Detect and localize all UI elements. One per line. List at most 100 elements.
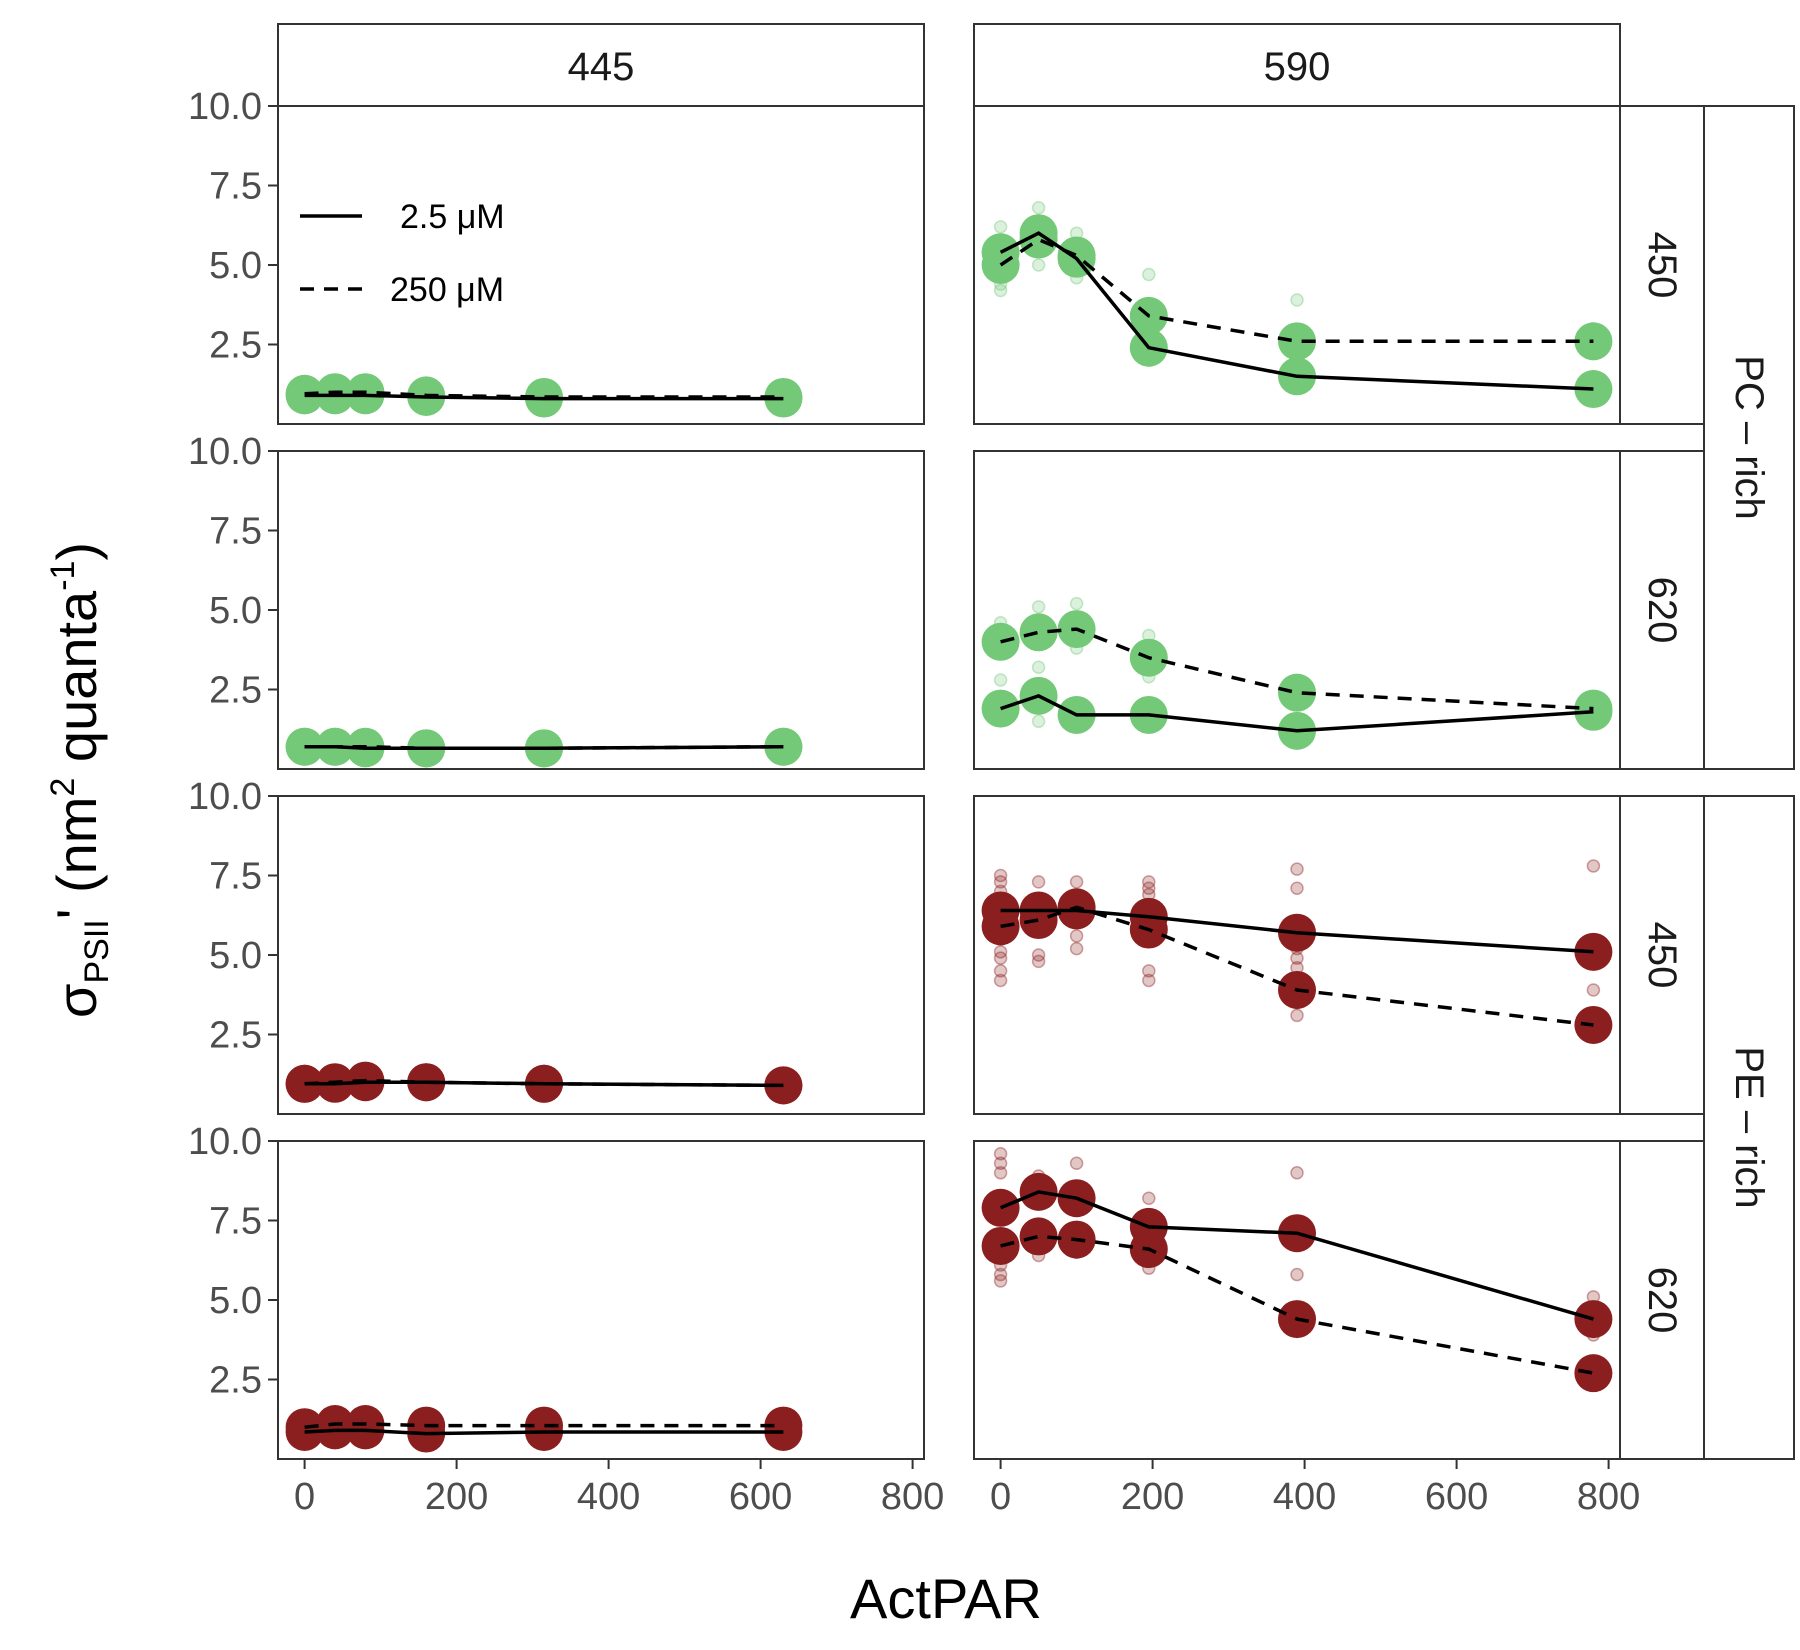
series-line-250 (1000, 1234, 1594, 1375)
series-line-250 (304, 744, 784, 751)
x-axis-title: ActPAR (850, 1567, 1042, 1630)
observation-point (993, 673, 1008, 687)
mean-point (1574, 1354, 1613, 1393)
y-tick-label: 2.5 (209, 325, 262, 367)
observation-point (1069, 596, 1084, 611)
column-strip-box (277, 23, 925, 107)
x-tick-label: 600 (729, 1476, 792, 1518)
y-axis-title-open: (nm (45, 797, 108, 893)
panel-border (277, 795, 925, 1115)
observation-point (1586, 859, 1601, 873)
observation-point (993, 1267, 1008, 1282)
observation-point (993, 973, 1008, 988)
mean-point (1019, 1217, 1058, 1256)
observation-point (1290, 881, 1304, 895)
observation-point (993, 1146, 1008, 1161)
observation-point (1031, 714, 1046, 729)
x-tick-label: 0 (990, 1476, 1011, 1518)
observation-point (1290, 1267, 1304, 1282)
series-line-250 (304, 390, 784, 399)
panel (277, 105, 925, 425)
observation-point (1031, 258, 1046, 272)
observation-point (1031, 660, 1046, 674)
column-strip-box (973, 23, 1621, 107)
row-strip-label: 450 (1640, 232, 1684, 299)
column-strip-label: 445 (568, 45, 635, 89)
observation-point (993, 1166, 1008, 1180)
observation-point (1031, 600, 1046, 614)
mean-point (1019, 220, 1058, 259)
observation-point (1142, 881, 1156, 895)
observation-point (1586, 983, 1601, 997)
observation-point (1142, 973, 1156, 988)
y-axis-title-prime: ' (45, 909, 108, 920)
observation-point (993, 220, 1008, 234)
mean-point (764, 1406, 803, 1445)
observation-point (1031, 954, 1046, 969)
series-line-250 (1000, 627, 1594, 711)
x-tick-label: 400 (577, 1476, 640, 1518)
observation-point (993, 951, 1008, 965)
mean-point (1574, 370, 1613, 409)
observation-point (1069, 875, 1084, 889)
series-line-2-5 (1000, 908, 1594, 954)
y-axis-title-sigma: σ (45, 984, 108, 1019)
y-tick-label: 5.0 (209, 1280, 262, 1322)
panel-border (973, 795, 1621, 1115)
panel (277, 795, 925, 1115)
y-axis-title-sup2: -1 (44, 561, 82, 591)
series-line-2-5 (1000, 694, 1594, 733)
y-tick-label: 10.0 (188, 431, 262, 473)
row-strip-box (1619, 105, 1705, 425)
observation-point (993, 1156, 1008, 1171)
y-axis-title: σPSII' (nm2 quanta-1) (44, 542, 116, 1018)
series-line-2-5 (304, 1428, 784, 1436)
series-line-2-5 (999, 1190, 1594, 1321)
mean-point (525, 1406, 563, 1445)
panel (973, 450, 1621, 770)
mean-point (981, 1226, 1020, 1265)
column-strip-label: 590 (1264, 45, 1331, 89)
y-tick-label: 10.0 (188, 776, 262, 818)
observation-point (1290, 1166, 1304, 1180)
observation-point (993, 868, 1008, 883)
y-tick-label: 7.5 (209, 856, 262, 898)
row-strip-label: 620 (1640, 1267, 1684, 1334)
observation-point (993, 283, 1008, 298)
group-strip-label: PC – rich (1727, 355, 1771, 520)
y-tick-label: 7.5 (209, 511, 262, 553)
observation-point (1290, 862, 1304, 876)
panel (277, 1140, 925, 1460)
x-tick-label: 800 (881, 1476, 944, 1518)
observation-point (1142, 875, 1156, 889)
y-axis-title-close: ) (45, 542, 108, 561)
observation-point (993, 945, 1008, 959)
y-tick-label: 5.0 (209, 245, 262, 287)
group-strip-box (1703, 795, 1795, 1460)
y-axis-title-mid: quanta (45, 590, 108, 762)
x-tick-label: 600 (1425, 1476, 1488, 1518)
row-strip-box (1619, 795, 1705, 1115)
y-tick-label: 10.0 (188, 86, 262, 128)
panel-border (277, 450, 925, 770)
group-strip-box (1703, 105, 1795, 770)
observation-point (1031, 875, 1046, 889)
panel (277, 450, 925, 770)
observation-point (1290, 293, 1304, 307)
observation-point (1069, 1156, 1084, 1171)
observation-point (1142, 964, 1156, 978)
row-strip-label: 450 (1640, 922, 1684, 989)
row-strip-box (1619, 450, 1705, 770)
y-axis-title-sup1: 2 (44, 778, 82, 797)
observation-point (1069, 941, 1084, 956)
x-tick-label: 200 (1121, 1476, 1184, 1518)
series-line-250 (999, 237, 1594, 344)
y-tick-label: 7.5 (209, 1201, 262, 1243)
legend: 2.5 μM 250 μM (300, 198, 505, 309)
mean-point (1574, 932, 1613, 971)
mean-point (1278, 673, 1316, 712)
legend-label-solid: 2.5 μM (400, 198, 505, 236)
y-tick-label: 2.5 (209, 1360, 262, 1402)
x-tick-label: 800 (1577, 1476, 1640, 1518)
